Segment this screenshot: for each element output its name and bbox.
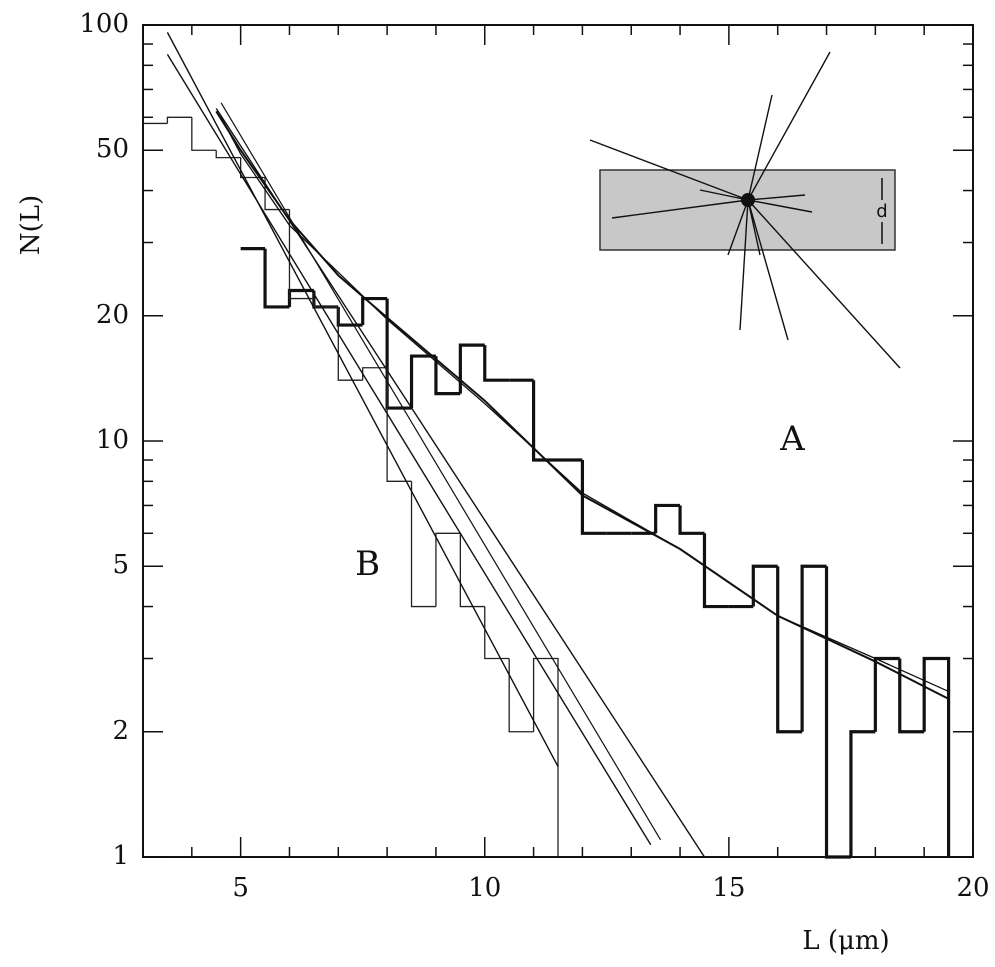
- histogram-bin: [166, 116, 192, 124]
- histogram-bin: [215, 150, 241, 159]
- histogram-bin: [824, 566, 851, 859]
- histogram-bin: [751, 564, 778, 607]
- histogram-bin: [678, 505, 705, 535]
- histogram-bin: [654, 503, 681, 534]
- y-axis-label: N(L): [16, 195, 46, 255]
- histogram-bin: [531, 380, 558, 462]
- inset-label: d: [876, 201, 887, 222]
- histogram-bin: [458, 343, 485, 394]
- series-label: B: [355, 544, 380, 584]
- histogram-bin: [508, 658, 534, 733]
- fit-curve: [166, 53, 652, 846]
- histogram-bin: [434, 356, 461, 396]
- fit-curve: [215, 108, 706, 858]
- y-tick-label: 5: [112, 550, 129, 580]
- x-tick-label: 10: [468, 873, 501, 903]
- histogram-bin: [410, 481, 436, 608]
- histogram-bin: [922, 656, 951, 857]
- histogram-bin: [849, 730, 876, 857]
- inset-center: [741, 193, 755, 207]
- histogram-bin: [483, 345, 510, 382]
- y-tick-label: 2: [112, 716, 129, 746]
- histogram-bin: [435, 532, 461, 607]
- histogram-bin: [702, 533, 729, 609]
- histogram-bin: [580, 460, 607, 535]
- y-tick-label: 1: [112, 841, 129, 871]
- inset: d: [589, 51, 901, 369]
- x-tick-label: 15: [712, 873, 745, 903]
- histogram-bin: [361, 296, 388, 326]
- histogram-bin: [288, 209, 314, 300]
- x-tick-label: 20: [956, 873, 989, 903]
- fit-curve: [220, 102, 662, 841]
- histogram-bin: [776, 566, 803, 734]
- histogram-bin: [385, 298, 412, 410]
- fit-curve: [166, 32, 559, 767]
- histogram-bin: [386, 367, 412, 482]
- histogram-bin: [898, 658, 925, 734]
- series-label: A: [779, 419, 805, 459]
- x-axis-label: L (μm): [802, 926, 889, 956]
- histogram-bin: [873, 656, 900, 732]
- histogram-bin: [191, 117, 217, 151]
- inset-rays: [589, 51, 901, 369]
- histogram-bin: [263, 248, 290, 309]
- x-tick-label: 5: [232, 873, 249, 903]
- y-tick-label: 100: [79, 9, 129, 39]
- y-tick-label: 50: [96, 134, 129, 164]
- y-tick-label: 10: [96, 425, 129, 455]
- histogram-bin: [409, 354, 436, 409]
- fit-curve: [220, 116, 949, 693]
- histogram-bin: [532, 657, 559, 857]
- histogram-bin: [337, 306, 363, 381]
- y-tick-label: 20: [96, 300, 129, 330]
- histogram-bin: [800, 564, 827, 732]
- histogram-bin: [336, 306, 363, 327]
- histogram-bin: [459, 533, 485, 608]
